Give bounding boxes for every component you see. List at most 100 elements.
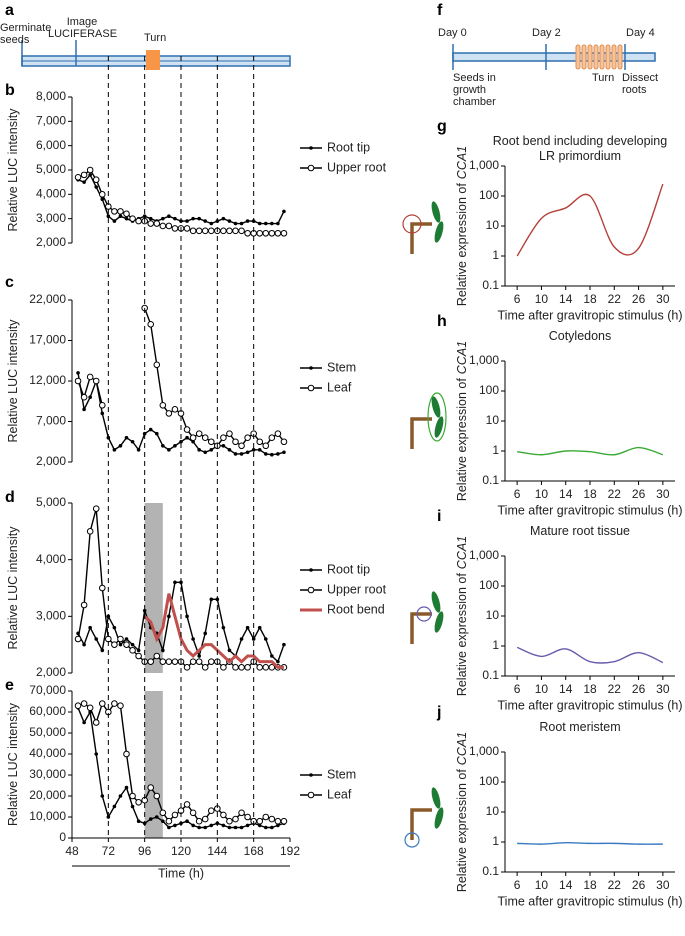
data-point [207, 227, 215, 235]
data-point [147, 658, 155, 665]
data-point [209, 221, 214, 226]
x-tick-label: 10 [535, 292, 549, 306]
y-tick-label: 6,000 [36, 138, 66, 152]
data-point [118, 214, 123, 219]
timeline-label: Image LUCIFERASE [48, 16, 118, 40]
data-point [232, 438, 239, 446]
data-point [136, 448, 141, 452]
data-point [232, 664, 239, 671]
x-tick-label: 6 [514, 682, 521, 696]
data-point [167, 214, 171, 219]
y-tick-label: 0.1 [482, 278, 499, 292]
data-point [136, 648, 141, 653]
data-point [130, 642, 135, 647]
y-axis-label-gene: CCA1 [455, 732, 469, 765]
y-tick-label: 5,000 [36, 495, 66, 509]
y-tick-label: 10 [486, 804, 500, 818]
data-point [256, 438, 264, 446]
y-tick-label: 1 [492, 248, 499, 262]
data-point [209, 597, 214, 602]
y-axis-label: Relative LUC intensity [6, 319, 20, 443]
data-point [207, 658, 215, 665]
y-tick-label: 22,000 [29, 292, 66, 306]
seedling-leaf [434, 416, 444, 438]
y-axis-label-gene: CCA1 [455, 536, 469, 569]
y-tick-label: 1 [492, 443, 499, 457]
x-tick-label: 30 [656, 682, 670, 696]
data-point [135, 217, 142, 225]
data-point [129, 647, 136, 654]
data-point [233, 452, 238, 456]
data-point [165, 658, 173, 665]
data-point [245, 823, 250, 828]
data-point [161, 216, 165, 221]
data-point [118, 794, 123, 798]
data-point [147, 220, 155, 227]
data-point [167, 614, 171, 619]
y-tick-label: 0 [59, 830, 66, 844]
data-point [100, 197, 105, 201]
data-point [124, 216, 129, 221]
data-point [251, 448, 256, 452]
data-point [153, 361, 161, 369]
data-point [189, 658, 197, 665]
timeline-label: Germinate seeds [0, 22, 52, 46]
y-tick-label: 60,000 [29, 704, 66, 718]
data-point [282, 450, 286, 455]
data-point [88, 173, 92, 177]
data-point [111, 641, 118, 648]
data-point [262, 442, 270, 450]
seedling-leaf [431, 591, 441, 613]
data-point [207, 438, 215, 446]
data-point [270, 825, 274, 830]
x-tick-label: 10 [535, 487, 549, 501]
y-tick-label: 10,000 [29, 809, 66, 823]
panel-letter: h [437, 313, 447, 330]
x-tick-label: 6 [514, 292, 521, 306]
x-tick-label: 192 [280, 844, 300, 858]
data-point [148, 427, 153, 432]
legend-marker [307, 586, 315, 594]
series-line [516, 183, 664, 257]
highlight-ring [402, 214, 422, 234]
seedling-root [410, 417, 432, 449]
data-point [220, 434, 227, 442]
data-point [239, 825, 244, 830]
data-point [129, 792, 136, 800]
x-tick-label: 22 [608, 487, 622, 501]
legend-label: Leaf [327, 787, 352, 801]
data-point [153, 652, 161, 660]
data-point [159, 402, 167, 409]
y-tick-label: 1,000 [469, 158, 499, 172]
x-tick-label: 144 [207, 844, 227, 858]
y-axis-label-text: Relative expression of [455, 183, 469, 307]
data-point [173, 580, 177, 585]
data-point [221, 625, 226, 630]
data-point [82, 407, 86, 412]
y-tick-label: 12,000 [29, 373, 66, 387]
y-tick-label: 7,000 [36, 114, 66, 128]
data-point [142, 214, 147, 219]
panel-letter: a [5, 2, 14, 19]
day-label: Day 0 [438, 27, 467, 39]
data-point [98, 584, 106, 592]
data-point [270, 654, 274, 658]
data-point [159, 222, 167, 230]
y-tick-label: 3,000 [36, 211, 66, 225]
chart-title: Root bend including developing LR primor… [492, 134, 668, 163]
y-tick-label: 100 [479, 578, 499, 592]
data-point [221, 444, 226, 448]
y-tick-label: 4,000 [36, 187, 66, 201]
y-tick-label: 100 [479, 774, 499, 788]
legend-marker [309, 366, 313, 370]
data-point [183, 664, 191, 671]
data-point [189, 227, 197, 235]
x-tick-label: 30 [656, 292, 670, 306]
y-axis-label: Relative expression of CCA1 [455, 732, 469, 892]
x-axis-label: Time after gravitropic stimulus (h) [498, 698, 683, 712]
data-point [80, 171, 88, 179]
data-point [274, 430, 282, 437]
y-tick-label: 1,000 [469, 548, 499, 562]
data-point [80, 601, 88, 609]
data-point [92, 176, 100, 184]
